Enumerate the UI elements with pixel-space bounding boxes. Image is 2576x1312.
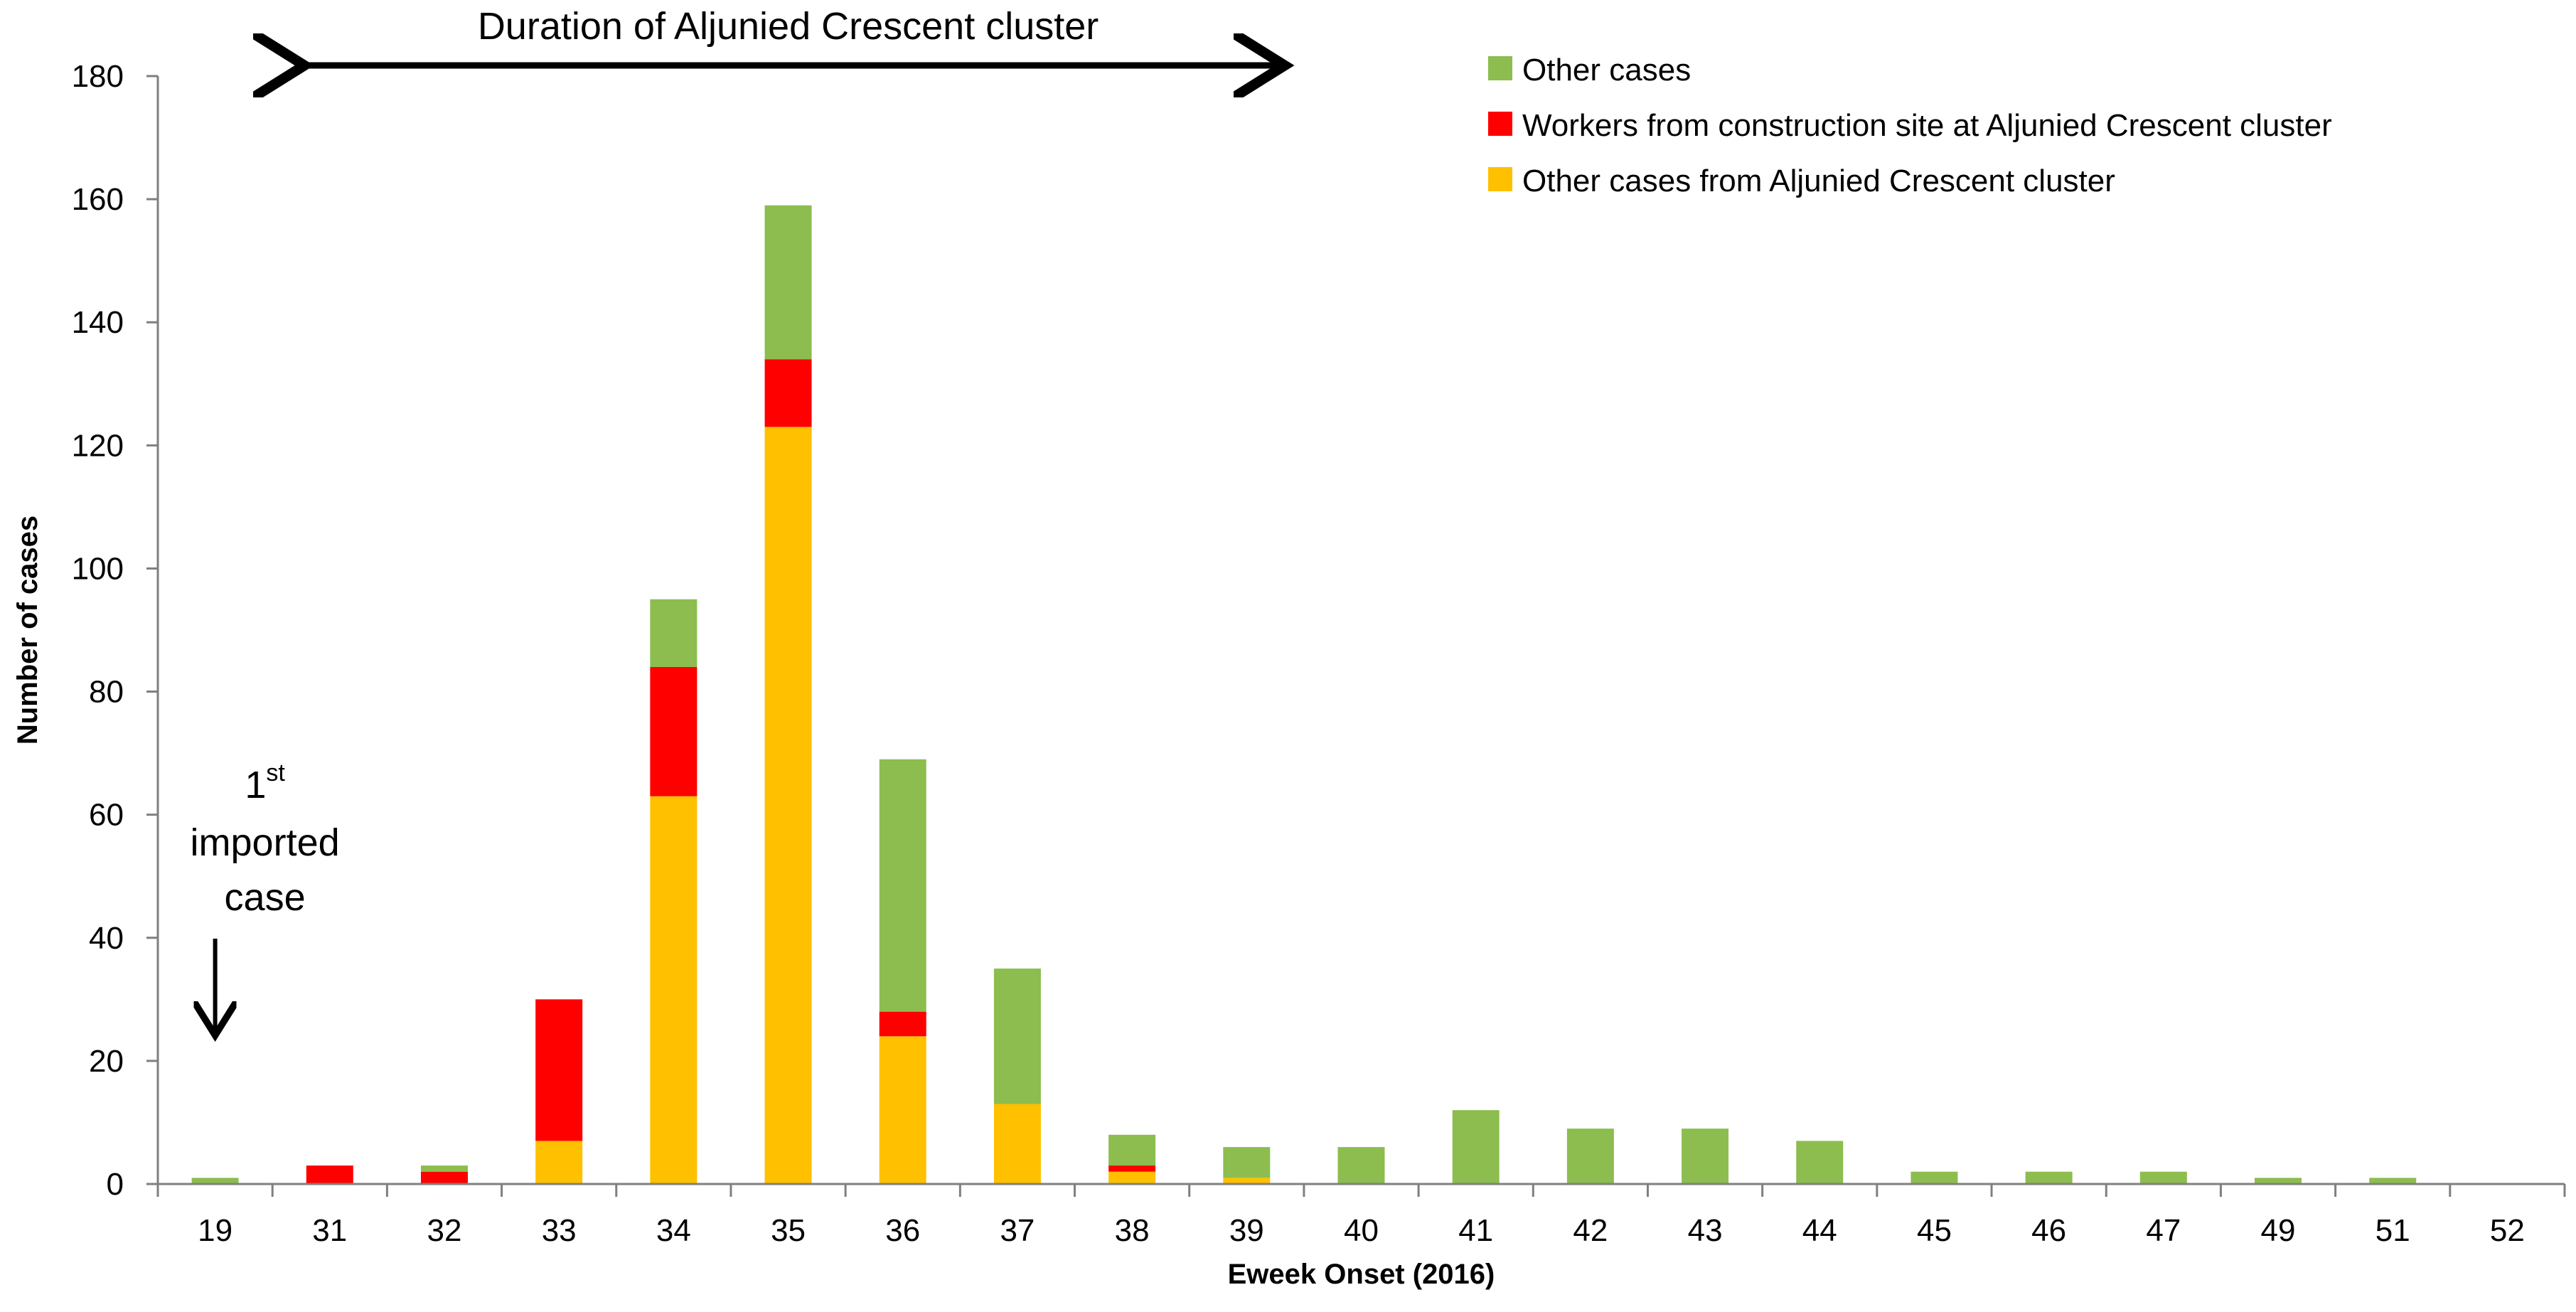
first-case-ordinal-suffix: st <box>266 759 285 786</box>
y-tick-label: 20 <box>89 1044 124 1079</box>
x-tick-label: 47 <box>2146 1213 2181 1248</box>
y-tick-label: 0 <box>107 1167 124 1202</box>
first-case-ordinal: 1st <box>245 759 285 806</box>
y-ticks: 0 20 40 60 80 100 120 140 160 180 <box>72 59 158 1202</box>
duration-annotation: Duration of Aljunied Crescent cluster <box>298 5 1278 65</box>
bar-segment-s2-w19 <box>191 1178 239 1184</box>
x-tick-label: 31 <box>312 1213 347 1248</box>
bar-segment-s1-w32 <box>420 1171 468 1184</box>
first-case-annotation: 1st imported case <box>191 759 340 1031</box>
y-tick-label: 80 <box>89 675 124 710</box>
bar-segment-s1-w31 <box>306 1166 353 1184</box>
y-tick-label: 180 <box>72 59 124 94</box>
bar-segment-s0-w38 <box>1108 1171 1156 1184</box>
bar-segment-s1-w33 <box>535 999 583 1141</box>
bar-segment-s0-w35 <box>764 427 812 1184</box>
legend-label: Other cases from Aljunied Crescent clust… <box>1522 164 2115 198</box>
bar-segment-s2-w34 <box>650 599 698 667</box>
x-tick-label: 33 <box>542 1213 577 1248</box>
first-case-word-case: case <box>225 876 306 919</box>
legend-swatch <box>1488 167 1512 191</box>
bar-segment-s2-w35 <box>764 205 812 360</box>
bar-segment-s2-w39 <box>1223 1147 1271 1178</box>
x-tick-label: 38 <box>1115 1213 1150 1248</box>
legend-swatch <box>1488 112 1512 136</box>
legend-label: Other cases <box>1522 53 1691 87</box>
bar-segment-s2-w51 <box>2369 1178 2417 1184</box>
bar-segment-s0-w34 <box>650 796 698 1184</box>
x-tick-label: 34 <box>656 1213 691 1248</box>
x-tick-label: 49 <box>2261 1213 2296 1248</box>
legend-label: Workers from construction site at Aljuni… <box>1522 108 2332 143</box>
y-tick-label: 160 <box>72 182 124 217</box>
x-tick-label: 46 <box>2031 1213 2066 1248</box>
x-tick-label: 36 <box>885 1213 920 1248</box>
bar-segment-s0-w36 <box>879 1036 926 1184</box>
bar-segment-s2-w36 <box>879 759 926 1012</box>
x-tick-label: 42 <box>1573 1213 1608 1248</box>
bar-segment-s1-w34 <box>650 666 698 796</box>
bar-segment-s1-w38 <box>1108 1166 1156 1172</box>
bar-segment-s2-w44 <box>1796 1141 1844 1184</box>
bar-segment-s2-w40 <box>1337 1147 1385 1184</box>
x-tick-label: 44 <box>1802 1213 1837 1248</box>
bar-segment-s2-w41 <box>1452 1110 1500 1184</box>
bar-segment-s2-w38 <box>1108 1134 1156 1166</box>
first-case-word-imported: imported <box>191 821 340 864</box>
bars <box>191 205 2417 1184</box>
bar-segment-s2-w37 <box>993 969 1041 1104</box>
x-tick-label: 41 <box>1458 1213 1493 1248</box>
bar-segment-s2-w46 <box>2025 1171 2073 1184</box>
x-tick-label: 43 <box>1688 1213 1723 1248</box>
x-tick-label: 45 <box>1917 1213 1952 1248</box>
x-tick-label: 37 <box>1000 1213 1035 1248</box>
x-ticks: 19 31 32 33 34 35 36 37 38 39 40 41 42 43 44 45 46 47 49 51… <box>156 1184 2566 1248</box>
bar-segment-s2-w47 <box>2139 1171 2187 1184</box>
x-tick-label: 35 <box>771 1213 806 1248</box>
y-tick-label: 40 <box>89 921 124 956</box>
x-tick-label: 51 <box>2375 1213 2410 1248</box>
bar-segment-s0-w37 <box>993 1104 1041 1184</box>
y-tick-label: 120 <box>72 428 124 463</box>
bar-segment-s2-w45 <box>1910 1171 1958 1184</box>
x-tick-label: 32 <box>427 1213 461 1248</box>
bar-segment-s2-w42 <box>1566 1129 1614 1184</box>
bar-segment-s0-w39 <box>1223 1178 1271 1184</box>
y-axis-title: Number of cases <box>12 516 43 745</box>
y-tick-label: 140 <box>72 305 124 340</box>
bar-segment-s2-w32 <box>420 1166 468 1172</box>
bar-segment-s2-w49 <box>2255 1178 2302 1184</box>
bar-segment-s0-w33 <box>535 1141 583 1184</box>
bar-segment-s1-w35 <box>764 359 812 427</box>
x-tick-label: 19 <box>198 1213 233 1248</box>
x-tick-label: 40 <box>1344 1213 1379 1248</box>
x-axis-title: Eweek Onset (2016) <box>1228 1259 1495 1290</box>
y-tick-label: 60 <box>89 798 124 833</box>
bar-segment-s2-w43 <box>1682 1129 1729 1184</box>
x-tick-label: 39 <box>1229 1213 1264 1248</box>
legend-swatch <box>1488 56 1512 80</box>
x-tick-label: 52 <box>2490 1213 2525 1248</box>
legend: Other cases Workers from construction sit… <box>1488 53 2332 198</box>
first-case-ordinal-number: 1 <box>245 764 266 806</box>
bar-segment-s1-w36 <box>879 1011 926 1037</box>
duration-label: Duration of Aljunied Crescent cluster <box>478 5 1099 48</box>
y-tick-label: 100 <box>72 551 124 586</box>
